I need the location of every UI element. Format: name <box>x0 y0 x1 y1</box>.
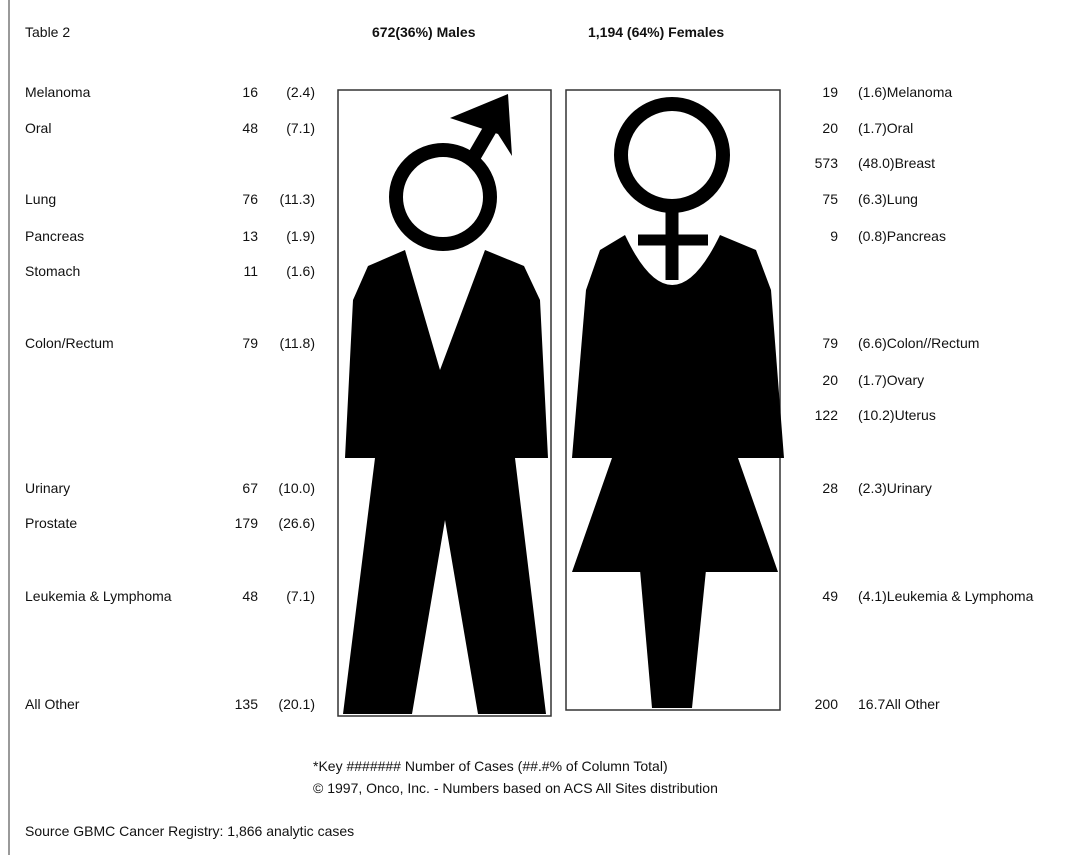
site-label: Lung <box>887 191 918 207</box>
key-note: *Key ####### Number of Cases (##.#% of C… <box>313 758 668 774</box>
case-percent: (1.7) <box>858 372 887 388</box>
case-count: 20 <box>790 372 838 388</box>
site-label: Stomach <box>25 263 80 279</box>
case-percent: (6.3) <box>858 191 887 207</box>
case-count: 16 <box>200 84 258 100</box>
site-label: Melanoma <box>887 84 952 100</box>
female-figure <box>566 90 784 710</box>
site-label: Oral <box>887 120 913 136</box>
case-percent: (11.8) <box>262 335 315 351</box>
case-count: 48 <box>200 588 258 604</box>
case-percent: (7.1) <box>262 588 315 604</box>
copyright: © 1997, Onco, Inc. - Numbers based on AC… <box>313 780 718 796</box>
site-label: Melanoma <box>25 84 90 100</box>
case-percent: (2.4) <box>262 84 315 100</box>
case-count: 122 <box>790 407 838 423</box>
case-count: 11 <box>200 263 258 279</box>
case-count: 19 <box>790 84 838 100</box>
site-label: Breast <box>895 155 935 171</box>
site-label: Leukemia & Lymphoma <box>25 588 172 604</box>
case-percent: (26.6) <box>262 515 315 531</box>
case-percent: 16.7 <box>858 696 885 712</box>
site-label: Uterus <box>895 407 936 423</box>
case-percent: (10.0) <box>262 480 315 496</box>
site-label: Oral <box>25 120 51 136</box>
site-label: All Other <box>25 696 79 712</box>
site-label: Lung <box>25 191 56 207</box>
case-percent: (1.6) <box>262 263 315 279</box>
case-count: 20 <box>790 120 838 136</box>
site-label: Urinary <box>887 480 932 496</box>
case-percent: (0.8) <box>858 228 887 244</box>
figures <box>0 0 1081 855</box>
case-count: 200 <box>790 696 838 712</box>
case-percent: (48.0) <box>858 155 895 171</box>
case-count: 79 <box>790 335 838 351</box>
male-figure <box>338 90 551 716</box>
site-label: Urinary <box>25 480 70 496</box>
site-label: Leukemia & Lymphoma <box>887 588 1034 604</box>
case-count: 573 <box>790 155 838 171</box>
case-count: 79 <box>200 335 258 351</box>
page: {"header": {"title": "Table 2", "males":… <box>0 0 1081 855</box>
case-count: 49 <box>790 588 838 604</box>
case-percent: (7.1) <box>262 120 315 136</box>
case-count: 179 <box>200 515 258 531</box>
case-percent: (2.3) <box>858 480 887 496</box>
site-label: Ovary <box>887 372 924 388</box>
case-count: 75 <box>790 191 838 207</box>
case-count: 135 <box>200 696 258 712</box>
site-label: Pancreas <box>25 228 84 244</box>
case-count: 28 <box>790 480 838 496</box>
site-label: Prostate <box>25 515 77 531</box>
case-count: 67 <box>200 480 258 496</box>
site-label: All Other <box>885 696 939 712</box>
case-count: 9 <box>790 228 838 244</box>
case-count: 13 <box>200 228 258 244</box>
case-percent: (1.9) <box>262 228 315 244</box>
case-percent: (1.6) <box>858 84 887 100</box>
case-count: 48 <box>200 120 258 136</box>
site-label: Colon//Rectum <box>887 335 980 351</box>
site-label: Colon/Rectum <box>25 335 114 351</box>
case-percent: (10.2) <box>858 407 895 423</box>
case-percent: (11.3) <box>262 191 315 207</box>
case-count: 76 <box>200 191 258 207</box>
case-percent: (4.1) <box>858 588 887 604</box>
site-label: Pancreas <box>887 228 946 244</box>
source: Source GBMC Cancer Registry: 1,866 analy… <box>25 823 354 839</box>
case-percent: (1.7) <box>858 120 887 136</box>
case-percent: (20.1) <box>262 696 315 712</box>
case-percent: (6.6) <box>858 335 887 351</box>
